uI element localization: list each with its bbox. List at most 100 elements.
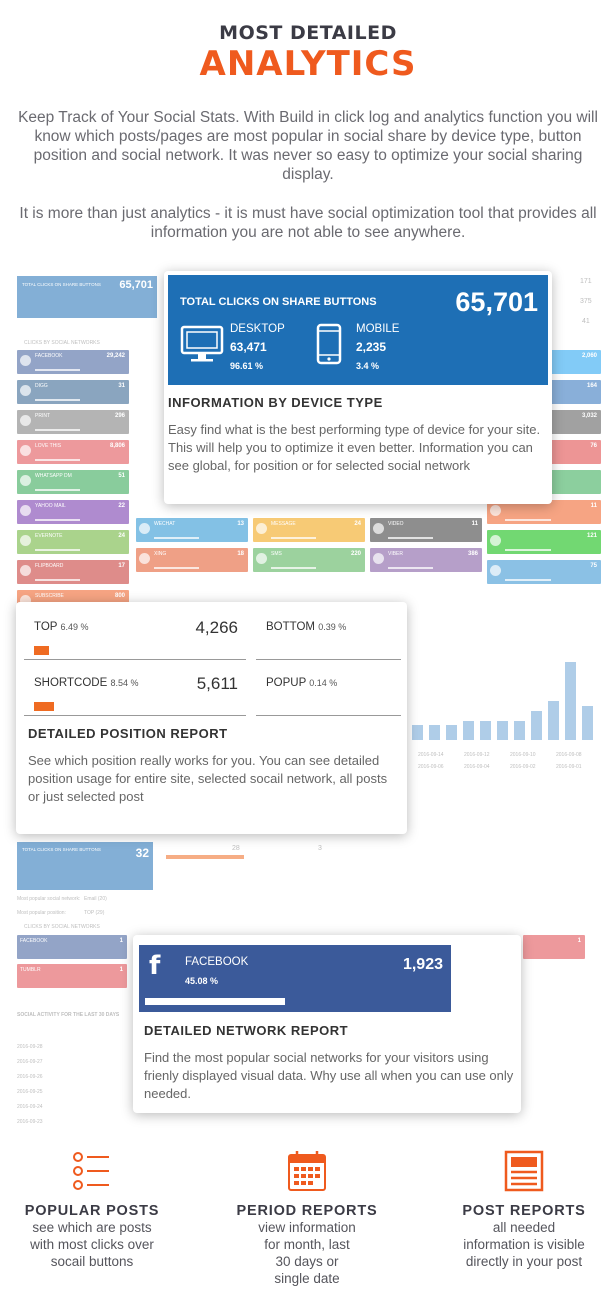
bg-chart-bar	[514, 720, 525, 740]
bg-tile-value: 13	[237, 521, 244, 527]
bg-tile-name: MESSAGE	[271, 521, 296, 527]
mobile-label: MOBILE	[356, 323, 400, 335]
bg-chart-date: 2016-09-10	[510, 752, 536, 758]
heading-most-detailed: MOST DETAILED	[219, 22, 397, 44]
bg-network-icon	[256, 553, 267, 564]
bg-lower-tile-name: FACEBOOK	[20, 938, 48, 944]
bg-tile-name: XING	[154, 551, 167, 557]
device-card-description: Easy find what is the best performing ty…	[168, 422, 541, 473]
position-percent: 6.49 %	[60, 622, 89, 632]
calendar-icon	[287, 1150, 327, 1192]
bg-tile-name: VIBER	[388, 551, 404, 557]
bg-network-tile: VIDEO 11	[370, 518, 482, 542]
bg-chart-bar	[429, 725, 440, 740]
bg-tile-name: LOVE THIS	[35, 443, 62, 449]
bg-network-icon	[20, 355, 31, 366]
bg-chart-bar	[531, 710, 542, 740]
bg-chart-date: 2016-09-01	[556, 764, 582, 770]
bg-network-tile: EVERNOTE 24	[17, 530, 129, 554]
device-type-card: TOTAL CLICKS ON SHARE BUTTONS 65,701 DES…	[164, 271, 552, 504]
bg-tile-value: 220	[350, 551, 361, 557]
bg-tile-name: FACEBOOK	[35, 353, 63, 359]
bg-network-tile: SMS 220	[253, 548, 365, 572]
network-value: 1,923	[402, 956, 443, 973]
bg-chart-date: 2016-09-06	[418, 764, 444, 770]
bg-tile-value: 76	[590, 443, 597, 449]
feature-title: POST REPORTS	[462, 1203, 586, 1219]
bg-tile-name: WHATSAPP DM	[35, 473, 72, 479]
position-cell-bottom: BOTTOM 0.39 %	[256, 604, 401, 660]
bg-tile-bar	[35, 459, 80, 461]
bg-tile-name: PRINT	[35, 413, 50, 419]
bg-activity-date: 2016-09-28	[17, 1044, 43, 1050]
bg-network-icon	[20, 385, 31, 396]
bg-tile-name: WECHAT	[154, 521, 176, 527]
position-name: TOP	[34, 621, 58, 633]
bg-tile-value: 17	[118, 563, 125, 569]
feature-popular-posts: POPULAR POSTS see which are posts with m…	[2, 1150, 182, 1270]
bg-network-icon	[20, 415, 31, 426]
total-clicks-panel: TOTAL CLICKS ON SHARE BUTTONS 65,701 DES…	[168, 275, 548, 385]
feature-period-reports: PERIOD REPORTS view information for mont…	[217, 1150, 397, 1287]
bg-tile-bar	[505, 579, 551, 581]
total-clicks-title: TOTAL CLICKS ON SHARE BUTTONS	[180, 296, 377, 308]
bg-lower-tile-tumblr: TUMBLR 1	[17, 964, 127, 988]
bg-network-tile: FACEBOOK 29,242	[17, 350, 129, 374]
bg-activity-date: 2016-09-24	[17, 1104, 43, 1110]
bg-lower-tile-right: 1	[523, 935, 585, 959]
bg-tile-value: 8,806	[109, 443, 125, 449]
bg-tile-bar	[154, 537, 199, 539]
device-card-heading: INFORMATION BY DEVICE TYPE	[168, 395, 383, 410]
bg-network-tile: 11	[487, 500, 601, 524]
bg-chart-bar	[548, 701, 559, 740]
bg-tile-bar	[35, 429, 80, 431]
bg-network-icon	[20, 595, 31, 606]
bg-chart-date: 2016-09-14	[418, 752, 444, 758]
position-value: 5,611	[196, 674, 238, 693]
bg-lower-tile-right-value: 1	[577, 938, 581, 944]
bg-tile-value: 24	[118, 533, 125, 539]
bg-tile-name: YAHOO MAIL	[35, 503, 66, 509]
bg-network-icon	[256, 523, 267, 534]
position-report-card: TOP 6.49 % 4,266 BOTTOM 0.39 % SHORTCODE…	[16, 602, 407, 834]
bg-network-tile: MESSAGE 24	[253, 518, 365, 542]
bg-tile-bar	[388, 537, 433, 539]
bg-chart-bar	[463, 720, 474, 740]
bg-side-value-1: 171	[580, 278, 592, 285]
bg-network-icon	[490, 565, 501, 576]
bg-tile-bar	[271, 537, 316, 539]
feature-title: PERIOD REPORTS	[236, 1203, 378, 1219]
desktop-percent: 96.61 %	[230, 361, 264, 371]
bg-chart-bar	[582, 705, 593, 740]
bg-network-icon	[20, 505, 31, 516]
bg-lower-tile-name: TUMBLR	[20, 967, 41, 973]
bg-network-icon	[373, 553, 384, 564]
bg-tile-value: 3,032	[581, 413, 597, 419]
bg-tile-value: 29,242	[106, 353, 125, 359]
bg-tile-name: SMS	[271, 551, 282, 557]
bg-bar-chart	[412, 660, 602, 740]
bg-lower-value-2: 3	[318, 845, 322, 852]
bg-network-tile: VIBER 386	[370, 548, 482, 572]
bg-lower-value-1: 28	[232, 845, 240, 852]
position-value: 4,266	[195, 618, 238, 637]
total-clicks-value: 65,701	[455, 287, 538, 317]
bg-tile-bar	[35, 489, 80, 491]
bg-network-tile: XING 18	[136, 548, 248, 572]
bg-tile-bar	[154, 567, 199, 569]
feature-title: POPULAR POSTS	[24, 1203, 160, 1219]
bg-network-icon	[20, 475, 31, 486]
position-card-description: See which position really works for you.…	[28, 753, 388, 804]
feature-description: view information for month, last 30 days…	[258, 1220, 356, 1286]
position-name: SHORTCODE	[34, 677, 108, 689]
position-cell-top: TOP 6.49 % 4,266	[24, 604, 246, 660]
bg-tile-value: 2,060	[581, 353, 597, 359]
position-card-heading: DETAILED POSITION REPORT	[28, 726, 228, 741]
bg-lower-row-1-value: Email (20)	[84, 896, 107, 902]
bg-network-tile: PRINT 296	[17, 410, 129, 434]
bg-chart-date: 2016-09-08	[556, 752, 582, 758]
bg-tile-bar	[271, 567, 316, 569]
bg-tile-name: EVERNOTE	[35, 533, 63, 539]
bg-tile-name: DIGG	[35, 383, 48, 389]
bg-tile-value: 24	[354, 521, 361, 527]
